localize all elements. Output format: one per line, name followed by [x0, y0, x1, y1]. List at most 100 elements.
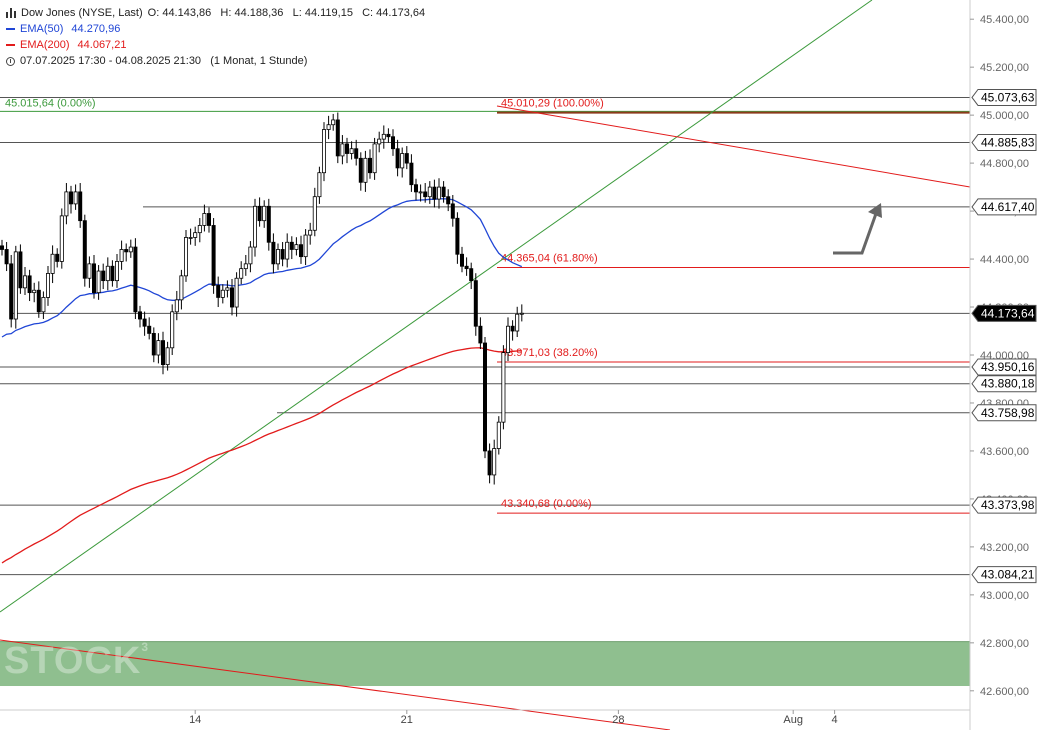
- candle-body: [59, 215, 64, 262]
- price-tag-box[interactable]: [971, 198, 1037, 216]
- legend-instrument-row: Dow Jones (NYSE, Last) O: 44.143,86 H: 4…: [6, 5, 425, 21]
- y-tick-label: 44.800,00: [980, 158, 1029, 170]
- candle-body: [464, 265, 469, 270]
- chart-legend: Dow Jones (NYSE, Last) O: 44.143,86 H: 4…: [6, 5, 425, 69]
- candle-body: [248, 246, 253, 265]
- price-tag-box[interactable]: [971, 375, 1037, 393]
- candle-body: [124, 249, 129, 253]
- forecast-arrowhead: [868, 203, 882, 218]
- candle-body: [87, 263, 92, 279]
- candle-body: [515, 313, 520, 332]
- candle-body: [478, 325, 483, 344]
- candle-body: [271, 241, 276, 265]
- legend-ema200-row[interactable]: EMA(200) 44.067,21: [6, 37, 425, 53]
- y-tick-label: 45.000,00: [980, 110, 1029, 122]
- candle-body: [142, 318, 147, 327]
- candle-body: [96, 270, 101, 294]
- candle-body: [317, 172, 322, 198]
- candle-body: [197, 225, 202, 234]
- candle-body: [505, 325, 510, 354]
- candle-body: [183, 237, 188, 277]
- candle-body: [289, 241, 294, 250]
- price-tag-box[interactable]: [971, 566, 1037, 584]
- candle-body: [119, 249, 124, 262]
- candle-body: [400, 153, 405, 169]
- candle-body: [115, 261, 120, 282]
- candle-body: [344, 143, 349, 154]
- x-tick-label: 4: [832, 714, 838, 726]
- candle-body: [147, 325, 152, 334]
- candle-body: [404, 153, 409, 164]
- forecast-arrow: [833, 207, 880, 255]
- candle-body: [321, 129, 326, 174]
- candle-body: [174, 299, 179, 313]
- candle-body: [340, 143, 345, 157]
- candle-body: [358, 157, 363, 183]
- candle-body: [367, 157, 372, 174]
- candle-body: [427, 186, 432, 198]
- candle-body: [46, 273, 51, 298]
- ema200-swatch: [6, 44, 15, 46]
- candle-body: [225, 287, 230, 291]
- candle-body: [105, 265, 110, 282]
- candle-body: [409, 162, 414, 186]
- candle-body: [160, 340, 165, 365]
- green-level-label: 45.015,64 (0.00%): [5, 97, 96, 109]
- price-tag-box[interactable]: [971, 496, 1037, 514]
- candle-body: [303, 234, 308, 258]
- candle-body: [492, 448, 497, 476]
- candle-body: [41, 297, 46, 313]
- price-tag-label: 43.084,21: [981, 568, 1035, 582]
- x-tick-label: 28: [612, 714, 624, 726]
- candle-body: [294, 244, 299, 250]
- candle-body: [78, 191, 83, 222]
- candle-body: [179, 275, 184, 301]
- ema50-label: EMA(50): [20, 23, 64, 35]
- candle-body: [27, 275, 32, 294]
- candle-body: [55, 253, 60, 262]
- candle-body: [496, 421, 501, 449]
- candle-body: [473, 280, 478, 327]
- candle-body: [395, 148, 400, 169]
- candle-body: [64, 191, 69, 217]
- candle-body: [216, 285, 221, 298]
- candle-body: [229, 287, 234, 308]
- candle-body: [220, 289, 225, 298]
- x-tick-label: Aug: [783, 714, 803, 726]
- y-tick-label: 45.400,00: [980, 14, 1029, 26]
- price-tag-box[interactable]: [971, 304, 1037, 322]
- candle-body: [206, 213, 211, 226]
- candle-body: [459, 253, 464, 267]
- ema50-swatch: [6, 28, 15, 30]
- candle-body: [436, 186, 441, 200]
- price-tag-box[interactable]: [971, 134, 1037, 152]
- candle-body: [262, 205, 267, 222]
- candle-body: [312, 196, 317, 231]
- candle-body: [82, 220, 87, 279]
- candle-body: [372, 143, 377, 174]
- price-tag-box[interactable]: [971, 404, 1037, 422]
- candle-body: [423, 191, 428, 198]
- watermark-logo: STOCK3: [4, 640, 150, 682]
- price-tag-box[interactable]: [971, 88, 1037, 106]
- candle-body: [381, 133, 386, 140]
- candle-body: [519, 312, 524, 315]
- candle-body: [202, 213, 207, 226]
- price-tag-label: 43.758,98: [981, 406, 1035, 420]
- y-tick-label: 44.400,00: [980, 254, 1029, 266]
- candle-body: [450, 203, 455, 219]
- candle-body: [377, 138, 382, 145]
- ema200-value: 44.067,21: [77, 39, 127, 51]
- candle-body: [363, 157, 368, 183]
- y-tick-label: 45.200,00: [980, 62, 1029, 74]
- candle-body: [92, 263, 97, 294]
- candle-body: [50, 253, 55, 274]
- candle-body: [69, 191, 74, 205]
- fib-level-label: 44.365,04 (61.80%): [501, 252, 598, 264]
- legend-ema50-row[interactable]: EMA(50) 44.270,96: [6, 21, 425, 37]
- price-tag-box[interactable]: [971, 358, 1037, 376]
- candle-body: [298, 244, 303, 258]
- y-tick-label: 42.600,00: [980, 686, 1029, 698]
- clock-icon: [6, 56, 15, 66]
